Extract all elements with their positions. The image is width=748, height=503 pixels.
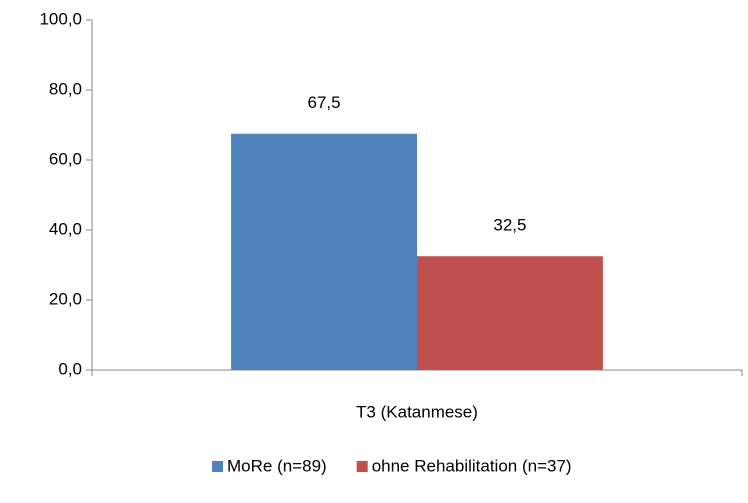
bar xyxy=(231,133,417,370)
bar xyxy=(417,256,603,370)
y-tick-label: 20,0 xyxy=(49,289,82,308)
y-tick-label: 0,0 xyxy=(58,359,82,378)
x-tick-label: T3 (Katanmese) xyxy=(356,402,478,421)
y-tick-label: 40,0 xyxy=(49,219,82,238)
y-tick-label: 60,0 xyxy=(49,149,82,168)
y-tick-label: 100,0 xyxy=(39,9,82,28)
legend-label: MoRe (n=89) xyxy=(227,456,327,475)
data-label: 67,5 xyxy=(308,93,341,112)
data-label: 32,5 xyxy=(493,216,526,235)
y-tick-label: 80,0 xyxy=(49,79,82,98)
legend-swatch xyxy=(212,461,223,472)
legend-label: ohne Rehabilitation (n=37) xyxy=(372,456,572,475)
legend-swatch xyxy=(356,461,368,472)
